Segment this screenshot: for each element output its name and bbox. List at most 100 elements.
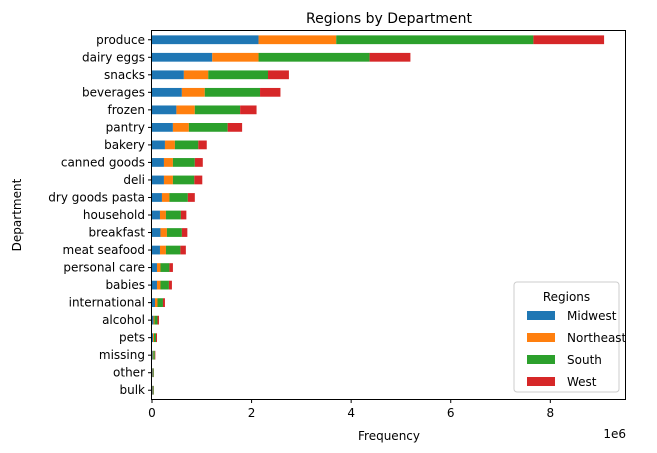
y-axis-label: Department (10, 178, 24, 251)
bar-dairy-eggs-south (258, 52, 370, 62)
bar-meat-seafood-midwest (152, 245, 160, 255)
bar-deli-midwest (152, 175, 164, 185)
bar-international-west (162, 298, 165, 307)
bars-group (152, 35, 605, 395)
bar-missing-midwest (152, 350, 153, 360)
bar-produce-midwest (152, 35, 259, 45)
bar-beverages-south (204, 87, 261, 97)
bar-breakfast-south (166, 228, 182, 237)
y-tick-label: frozen (107, 103, 145, 117)
bar-pantry-northeast (172, 123, 189, 132)
bar-pets-northeast (153, 333, 154, 343)
y-tick-label: produce (96, 33, 145, 47)
bar-missing-west (154, 350, 156, 360)
bar-other-south (152, 368, 154, 378)
y-tick-label: other (113, 366, 145, 380)
bar-breakfast-west (181, 228, 188, 237)
x-tick-label: 0 (148, 406, 156, 420)
bar-snacks-south (208, 70, 269, 80)
bar-meat-seafood-south (165, 245, 181, 255)
legend: Regions Midwest Northeast South West (513, 281, 627, 393)
bar-frozen-midwest (152, 105, 177, 115)
bar-produce-northeast (258, 35, 337, 45)
bar-bakery-south (174, 140, 199, 150)
bar-alcohol-west (157, 315, 159, 325)
legend-swatch-west (527, 377, 555, 386)
bar-pets-west (155, 333, 157, 343)
chart-title: Regions by Department (306, 11, 473, 27)
bar-personal-care-midwest (152, 263, 157, 272)
bar-alcohol-midwest (152, 315, 154, 325)
y-tick-label: snacks (104, 68, 145, 82)
bar-dairy-eggs-west (369, 52, 411, 62)
bar-missing-northeast (152, 350, 154, 360)
y-tick-label: personal care (63, 261, 145, 275)
bar-personal-care-south (160, 263, 170, 272)
bar-frozen-west (240, 105, 257, 115)
y-axis-ticks: produce dairy eggs snacks beverages frozen pa… (48, 33, 152, 397)
bar-canned-goods-west (194, 158, 203, 167)
bar-international-northeast (154, 298, 158, 307)
legend-swatch-midwest (527, 311, 555, 320)
legend-label-west: West (567, 375, 597, 389)
x-tick-label: 4 (347, 406, 355, 420)
bar-bulk-midwest (152, 385, 153, 395)
legend-label-midwest: Midwest (567, 309, 617, 323)
y-tick-label: international (69, 296, 145, 310)
x-axis-ticks: 0 2 4 6 8 (148, 399, 554, 420)
bar-meat-seafood-northeast (159, 245, 166, 255)
bar-canned-goods-northeast (163, 158, 173, 167)
bar-personal-care-west (169, 263, 173, 272)
bar-pantry-west (227, 123, 243, 132)
bar-snacks-northeast (183, 70, 209, 80)
legend-label-south: South (567, 353, 602, 367)
y-tick-label: bakery (104, 138, 145, 152)
bar-pantry-south (188, 123, 228, 132)
legend-frame (513, 281, 620, 393)
bar-international-south (157, 298, 163, 307)
bar-pets-midwest (152, 333, 153, 343)
bar-household-northeast (159, 210, 166, 220)
bar-breakfast-northeast (160, 228, 167, 237)
bar-missing-south (153, 350, 155, 360)
legend-label-northeast: Northeast (567, 331, 627, 345)
bar-babies-northeast (156, 280, 161, 290)
bar-dairy-eggs-northeast (212, 52, 259, 62)
bar-dry-goods-pasta-south (169, 193, 188, 202)
x-tick-label: 6 (447, 406, 455, 420)
x-tick-label: 2 (248, 406, 256, 420)
bar-household-midwest (152, 210, 160, 220)
bar-snacks-midwest (152, 70, 184, 80)
bar-dairy-eggs-midwest (152, 52, 213, 62)
bar-other-midwest (152, 368, 153, 378)
y-tick-label: missing (99, 348, 145, 362)
bar-deli-northeast (163, 175, 173, 185)
bar-frozen-south (194, 105, 241, 115)
bar-babies-west (168, 280, 172, 290)
bar-deli-west (194, 175, 203, 185)
bar-beverages-west (260, 87, 281, 97)
y-tick-label: pets (119, 331, 145, 345)
bar-household-west (180, 210, 187, 220)
bar-alcohol-northeast (153, 315, 155, 325)
bar-alcohol-south (154, 315, 158, 325)
bar-canned-goods-midwest (152, 158, 164, 167)
y-tick-label: deli (123, 173, 145, 187)
plot-frame (151, 30, 626, 400)
bar-deli-south (172, 175, 195, 185)
bar-household-south (165, 210, 181, 220)
y-tick-label: breakfast (88, 226, 145, 240)
x-tick-label: 8 (546, 406, 554, 420)
legend-title: Regions (543, 290, 590, 304)
legend-swatch-northeast (527, 333, 555, 342)
y-tick-label: canned goods (61, 155, 145, 169)
bar-snacks-west (268, 70, 289, 80)
bar-pantry-midwest (152, 123, 173, 132)
bar-canned-goods-south (172, 158, 195, 167)
y-tick-label: bulk (119, 383, 145, 397)
bar-babies-south (160, 280, 169, 290)
y-tick-label: beverages (82, 85, 145, 99)
y-tick-label: babies (105, 278, 145, 292)
